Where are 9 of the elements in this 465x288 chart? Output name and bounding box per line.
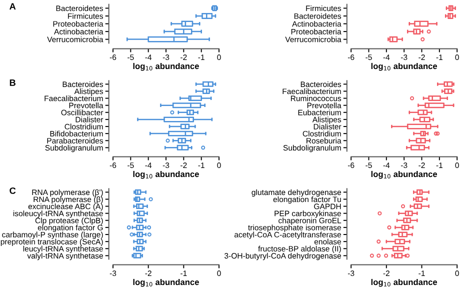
text: C (10, 187, 16, 194)
text: B (10, 80, 16, 86)
x-axis-title: log$_{10}$ abundance (133, 170, 199, 179)
x-axis-title: log$_{10}$ abundance (371, 62, 438, 71)
x-axis-title: log$_{10}$ abundance (133, 62, 199, 71)
x-axis-title: log$_{10}$ abundance (133, 278, 199, 287)
x-axis-title: log$_{10}$ abundance (371, 278, 438, 287)
x-axis-title: log$_{10}$ abundance (371, 170, 438, 179)
text: A (10, 3, 16, 10)
